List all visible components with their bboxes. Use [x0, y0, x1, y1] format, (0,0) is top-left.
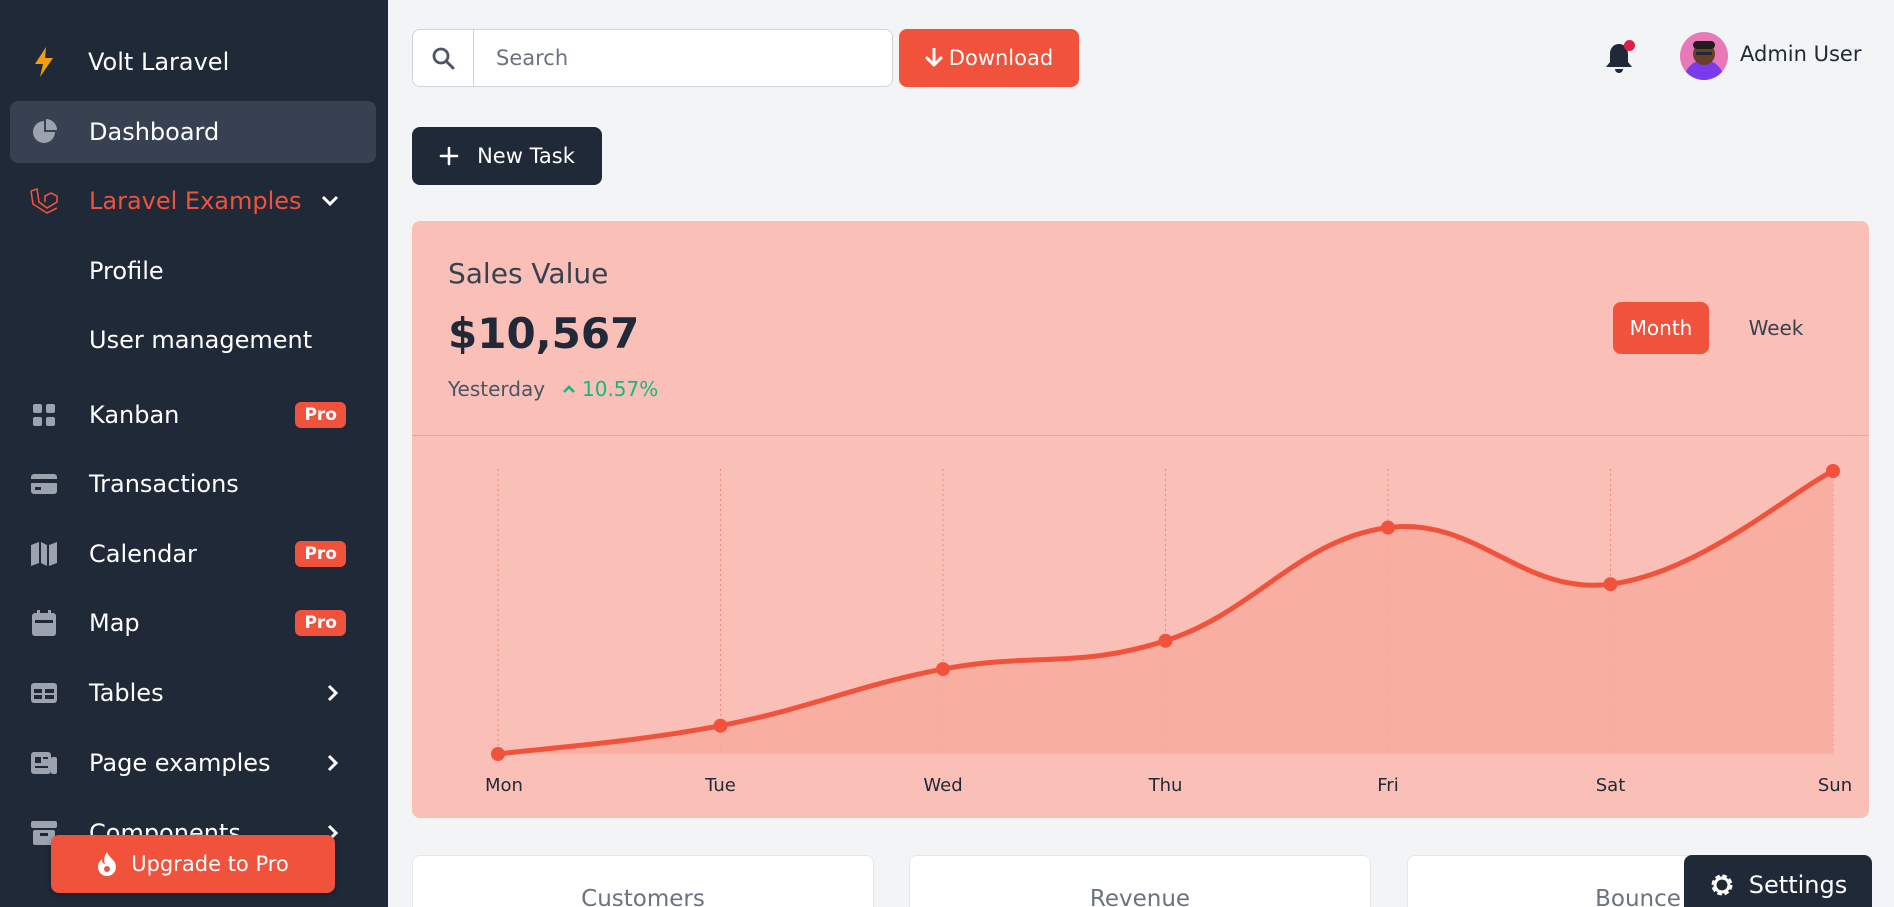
sales-change-value: 10.57%: [582, 377, 659, 401]
sidebar-item-user-management[interactable]: User management: [89, 326, 313, 354]
calendar-icon: [28, 607, 60, 639]
sidebar-item-transactions[interactable]: Transactions: [10, 453, 376, 515]
brand-name: Volt Laravel: [88, 48, 230, 76]
gear-icon: [1711, 874, 1733, 896]
credit-card-icon: [28, 468, 60, 500]
upgrade-label: Upgrade to Pro: [131, 852, 289, 876]
sidebar-item-profile[interactable]: Profile: [89, 257, 164, 285]
data-point-thu[interactable]: [1158, 633, 1173, 648]
new-task-button[interactable]: New Task: [412, 127, 602, 185]
sidebar-item-label: Transactions: [89, 470, 239, 498]
grid-icon: [28, 399, 60, 431]
card-title: Sales Value: [448, 257, 609, 290]
sidebar-item-map[interactable]: Map Pro: [10, 592, 376, 654]
stat-label: Customers: [581, 886, 705, 907]
sales-period: Yesterday: [448, 377, 546, 401]
sales-value: $10,567: [448, 309, 640, 358]
data-point-sun[interactable]: [1826, 464, 1840, 478]
sidebar-item-page-examples[interactable]: Page examples: [10, 732, 376, 794]
chevron-right-icon: [326, 753, 340, 773]
sidebar-item-label: Calendar: [89, 540, 197, 568]
chevron-down-icon: [320, 194, 340, 208]
x-tick-label: Sun: [1818, 775, 1852, 796]
search-icon: [413, 30, 474, 86]
x-tick-label: Thu: [1148, 775, 1183, 796]
stat-card-revenue: Revenue: [909, 855, 1371, 907]
pro-badge: Pro: [295, 402, 346, 428]
sidebar-item-label: Dashboard: [89, 118, 220, 146]
avatar[interactable]: [1680, 32, 1728, 80]
card-divider: [412, 435, 1869, 436]
series-area: [498, 471, 1833, 754]
search-input[interactable]: [474, 46, 874, 70]
chevron-right-icon: [326, 683, 340, 703]
download-label: Download: [948, 46, 1054, 70]
pie-chart-icon: [28, 116, 60, 148]
sales-change: 10.57%: [562, 377, 658, 401]
x-tick-label: Sat: [1596, 775, 1626, 796]
fire-icon: [98, 852, 117, 876]
brand-link[interactable]: Volt Laravel: [28, 40, 229, 84]
stat-label: Bounce: [1595, 886, 1681, 907]
data-point-fri[interactable]: [1381, 520, 1395, 535]
x-tick-label: Mon: [485, 775, 523, 796]
download-button[interactable]: Download: [899, 29, 1079, 87]
archive-icon: [28, 817, 60, 849]
upgrade-to-pro-button[interactable]: Upgrade to Pro: [51, 835, 335, 893]
newspaper-icon: [28, 747, 60, 779]
sidebar: Volt Laravel Dashboard Laravel Examples …: [0, 0, 388, 907]
sidebar-item-label: Kanban: [89, 401, 180, 429]
data-point-wed[interactable]: [936, 662, 950, 677]
x-tick-label: Fri: [1377, 775, 1398, 796]
data-point-mon[interactable]: [491, 747, 505, 761]
data-point-tue[interactable]: [713, 718, 728, 733]
pro-badge: Pro: [295, 541, 346, 567]
tab-month[interactable]: Month: [1613, 302, 1709, 354]
map-icon: [28, 538, 60, 570]
sidebar-item-tables[interactable]: Tables: [10, 662, 376, 724]
arrow-down-icon: [925, 48, 943, 67]
user-name[interactable]: Admin User: [1740, 42, 1862, 66]
chevron-up-icon: [563, 385, 575, 393]
table-icon: [28, 677, 60, 709]
sales-chart: Mon Tue Wed Thu Fri Sat Sun: [485, 464, 1852, 796]
stat-label: Revenue: [1089, 886, 1191, 907]
sidebar-item-dashboard[interactable]: Dashboard: [10, 101, 376, 163]
sidebar-item-calendar[interactable]: Calendar Pro: [10, 523, 376, 585]
settings-button[interactable]: Settings: [1684, 855, 1872, 907]
x-tick-label: Wed: [923, 775, 962, 796]
sidebar-item-label: Laravel Examples: [89, 187, 302, 215]
search-bar: [412, 29, 893, 87]
settings-label: Settings: [1748, 871, 1848, 899]
sidebar-item-label: Tables: [89, 679, 164, 707]
data-point-sat[interactable]: [1603, 577, 1618, 592]
notification-dot: [1624, 40, 1635, 51]
tab-week[interactable]: Week: [1748, 316, 1804, 340]
sidebar-item-label: Page examples: [89, 749, 271, 777]
pro-badge: Pro: [295, 610, 346, 636]
bolt-icon: [28, 47, 60, 77]
x-tick-label: Tue: [704, 775, 736, 796]
sidebar-item-kanban[interactable]: Kanban Pro: [10, 384, 376, 446]
stat-card-customers: Customers: [412, 855, 874, 907]
sales-value-card: Mon Tue Wed Thu Fri Sat Sun Sales Value $10,56…: [412, 221, 1869, 818]
sidebar-item-label: Map: [89, 609, 140, 637]
plus-icon: [439, 146, 459, 166]
sidebar-item-laravel-examples[interactable]: Laravel Examples: [10, 170, 376, 232]
laravel-icon: [28, 185, 60, 217]
new-task-label: New Task: [477, 144, 575, 168]
